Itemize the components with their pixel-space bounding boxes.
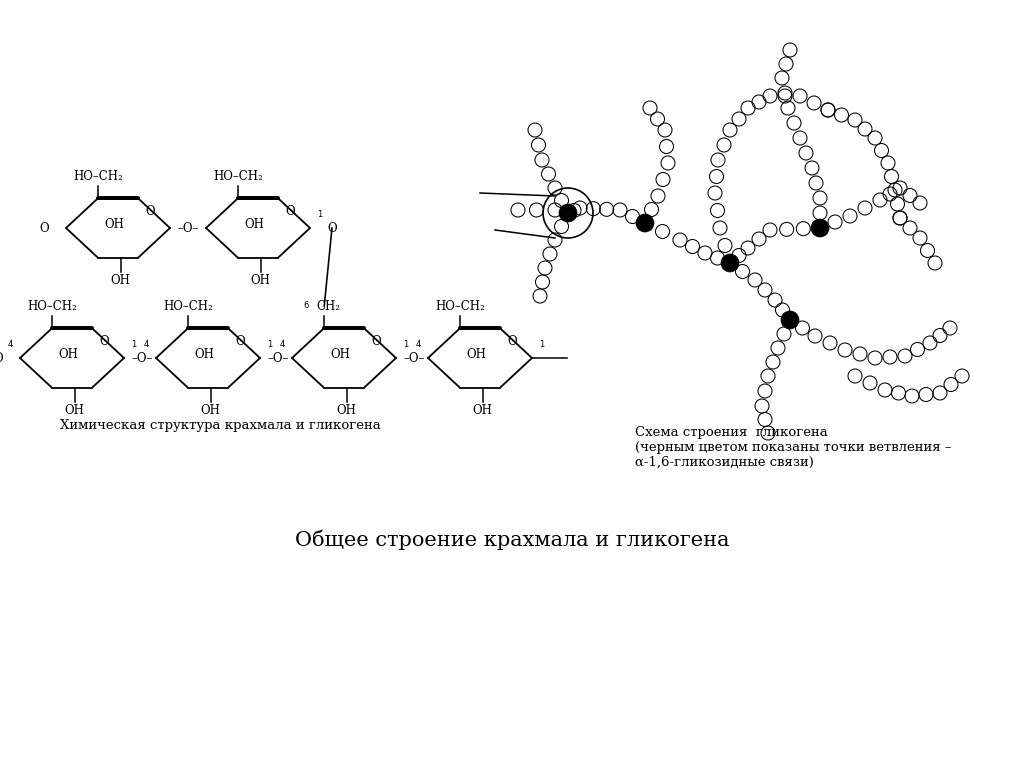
Text: 6: 6 [303, 302, 309, 310]
Text: OH: OH [244, 219, 264, 231]
Text: 1: 1 [540, 340, 545, 349]
Text: HO–CH₂: HO–CH₂ [74, 170, 123, 183]
Text: –O–: –O– [131, 352, 153, 365]
Text: 4: 4 [7, 340, 12, 349]
Text: OH: OH [58, 349, 78, 362]
Text: –O–: –O– [177, 221, 199, 234]
Text: Схема строения  гликогена
(черным цветом показаны точки ветвления –
α-1,6-гликоз: Схема строения гликогена (черным цветом … [635, 426, 951, 469]
Text: OH: OH [251, 273, 270, 286]
Text: O: O [286, 205, 295, 218]
Text: OH: OH [330, 349, 350, 362]
Text: OH: OH [65, 403, 85, 416]
Text: CH₂: CH₂ [316, 300, 340, 313]
Text: O: O [145, 205, 155, 218]
Text: OH: OH [337, 403, 356, 416]
Text: OH: OH [111, 273, 130, 286]
Text: 4: 4 [416, 340, 421, 349]
Text: O: O [99, 335, 109, 348]
Text: OH: OH [466, 349, 485, 362]
Text: HO–CH₂: HO–CH₂ [28, 300, 77, 313]
Circle shape [636, 214, 654, 232]
Text: –O–: –O– [267, 352, 289, 365]
Text: O: O [39, 221, 49, 234]
Text: O: O [372, 335, 381, 348]
Text: O: O [0, 352, 3, 365]
Text: O: O [328, 221, 337, 234]
Circle shape [781, 311, 799, 329]
Text: HO–CH₂: HO–CH₂ [213, 170, 263, 183]
Text: 4: 4 [280, 340, 285, 349]
Text: OH: OH [103, 219, 124, 231]
Text: Общее строение крахмала и гликогена: Общее строение крахмала и гликогена [295, 530, 729, 550]
Text: OH: OH [201, 403, 220, 416]
Text: 1: 1 [131, 340, 136, 349]
Text: 4: 4 [143, 340, 148, 349]
Text: HO–CH₂: HO–CH₂ [435, 300, 485, 313]
Text: 1: 1 [267, 340, 272, 349]
Circle shape [559, 204, 577, 222]
Text: OH: OH [194, 349, 214, 362]
Circle shape [811, 219, 829, 237]
Text: O: O [508, 335, 517, 348]
Text: HO–CH₂: HO–CH₂ [164, 300, 213, 313]
Text: –O–: –O– [403, 352, 425, 365]
Text: 1: 1 [403, 340, 409, 349]
Circle shape [721, 254, 739, 272]
Text: 1: 1 [317, 210, 323, 219]
Text: Химическая структура крахмала и гликогена: Химическая структура крахмала и гликоген… [59, 419, 380, 432]
Text: OH: OH [473, 403, 493, 416]
Text: O: O [236, 335, 245, 348]
